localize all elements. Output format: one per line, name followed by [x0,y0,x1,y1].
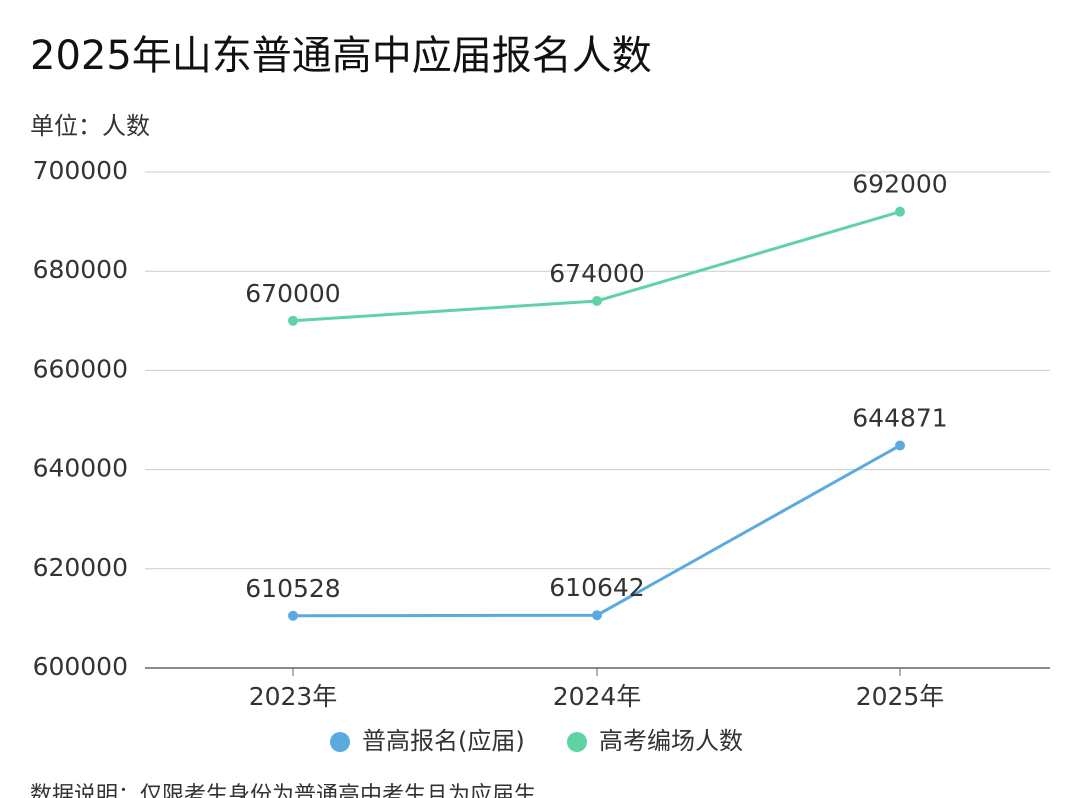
x-tick-label: 2025年 [856,682,945,711]
point [592,295,602,306]
y-tick-label: 620000 [33,553,128,582]
data-label: 644871 [852,403,947,432]
point [895,206,905,217]
legend-label: 高考编场人数 [599,727,743,755]
legend-label: 普高报名(应届) [362,727,525,755]
chart-title: 2025年山东普通高中应届报名人数 [30,33,652,79]
unit-label: 单位：人数 [30,112,150,140]
point [592,610,602,621]
point [895,440,905,451]
data-label: 692000 [852,170,947,199]
y-tick-label: 700000 [33,156,128,185]
x-tick-label: 2023年 [249,682,338,711]
y-tick-label: 640000 [33,454,128,483]
data-label: 610642 [549,573,644,602]
data-label: 670000 [245,279,340,308]
data-label: 610528 [245,574,340,603]
y-tick-label: 660000 [33,354,128,383]
point [288,315,298,326]
y-tick-label: 600000 [33,652,128,681]
legend-marker [330,732,350,752]
legend-marker [567,732,587,752]
point [288,610,298,621]
data-label: 674000 [549,259,644,288]
y-tick-label: 680000 [33,255,128,284]
note: 数据说明：仅限考生身份为普通高中考生且为应届生 [30,783,536,798]
x-tick-label: 2024年 [553,682,642,711]
